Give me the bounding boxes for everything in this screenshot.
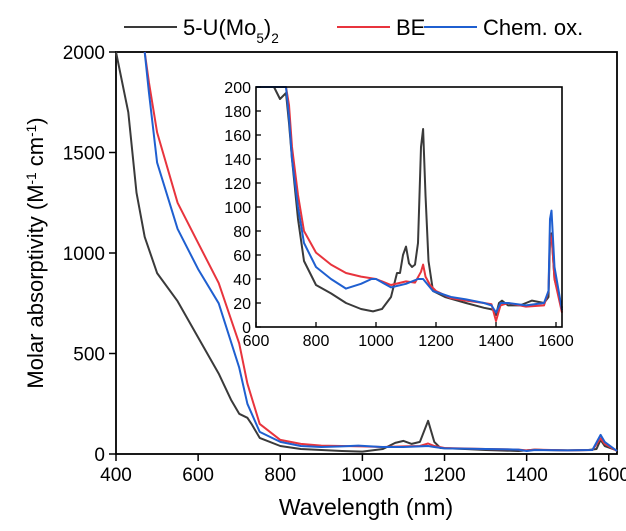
main-x-tick-label: 400 xyxy=(100,465,132,486)
y-axis-title: Molar absorptivity (M-1 cm-1) xyxy=(23,117,48,388)
legend-label-1: 5-U(Mo5)2 xyxy=(183,15,279,46)
text-segment: Molar absorptivity (M xyxy=(23,184,48,388)
inset-y-tick-label: 40 xyxy=(233,272,251,289)
inset-y-tick-label: 180 xyxy=(224,104,251,121)
text-segment: Chem. ox. xyxy=(483,15,583,40)
legend-label-2: BE xyxy=(396,15,425,40)
main-x-tick-label: 1400 xyxy=(506,465,548,486)
inset-series-line-2 xyxy=(256,86,563,322)
main-y-tick-label: 500 xyxy=(73,345,105,366)
main-series-group xyxy=(115,51,618,453)
inset-plot: 600 800 1000 1200 1400 1600 0 20 40 60 80 100 120 14… xyxy=(224,80,574,350)
text-segment: cm xyxy=(23,137,48,172)
main-plot: 400 600 800 1000 1200 1400 1600 05001000150020… xyxy=(63,43,626,486)
inset-y-ticks: 0 20 40 60 80 100 120 140 160 180 200 xyxy=(224,80,261,337)
main-y-tick-label: 1500 xyxy=(63,144,105,165)
inset-y-tick-label: 80 xyxy=(233,224,251,241)
inset-y-tick-label: 100 xyxy=(224,200,251,217)
legend: 5-U(Mo5)2 BE Chem. ox. xyxy=(124,15,583,46)
main-x-tick-label: 800 xyxy=(264,465,296,486)
main-x-tick-label: 1200 xyxy=(423,465,465,486)
inset-x-tick-label: 1600 xyxy=(538,333,574,350)
inset-background xyxy=(256,87,562,327)
inset-x-tick-label: 1400 xyxy=(478,333,514,350)
inset-y-tick-label: 200 xyxy=(224,80,251,97)
main-x-ticks: 400 600 800 1000 1200 1400 1600 xyxy=(100,454,626,486)
main-y-ticks: 0 500 1000 1500 2000 xyxy=(63,43,116,466)
inset-x-tick-label: 1000 xyxy=(358,333,394,350)
inset-series-line-3 xyxy=(256,86,563,314)
text-segment: BE xyxy=(396,15,425,40)
main-y-tick-label: 2000 xyxy=(63,43,105,64)
main-x-tick-label: 1600 xyxy=(588,465,626,486)
main-y-tick-label: 0 xyxy=(94,445,105,466)
main-y-tick-label: 1000 xyxy=(63,244,105,265)
x-axis-title: Wavelength (nm) xyxy=(279,494,453,520)
super-text: -1 xyxy=(24,125,39,137)
text-segment: 5-U(Mo xyxy=(183,15,256,40)
inset-x-tick-label: 800 xyxy=(303,333,330,350)
inset-y-tick-label: 20 xyxy=(233,296,251,313)
inset-y-tick-label: 60 xyxy=(233,248,251,265)
main-series-line-3 xyxy=(143,51,618,452)
inset-y-tick-label: 0 xyxy=(242,320,251,337)
inset-y-tick-label: 140 xyxy=(224,152,251,169)
main-x-tick-label: 600 xyxy=(182,465,214,486)
inset-x-tick-label: 1200 xyxy=(418,333,454,350)
super-text: -1 xyxy=(24,172,39,184)
sub-text: 2 xyxy=(271,31,279,46)
inset-x-ticks: 600 800 1000 1200 1400 1600 xyxy=(243,322,574,350)
text-segment: ) xyxy=(264,15,271,40)
main-x-tick-label: 1000 xyxy=(341,465,383,486)
sub-text: 5 xyxy=(256,31,264,46)
inset-series-group xyxy=(256,86,563,322)
inset-y-tick-label: 160 xyxy=(224,128,251,145)
text-segment: ) xyxy=(23,117,48,124)
legend-label-3: Chem. ox. xyxy=(483,15,583,40)
inset-x-tick-label: 600 xyxy=(243,333,270,350)
inset-y-tick-label: 120 xyxy=(224,176,251,193)
